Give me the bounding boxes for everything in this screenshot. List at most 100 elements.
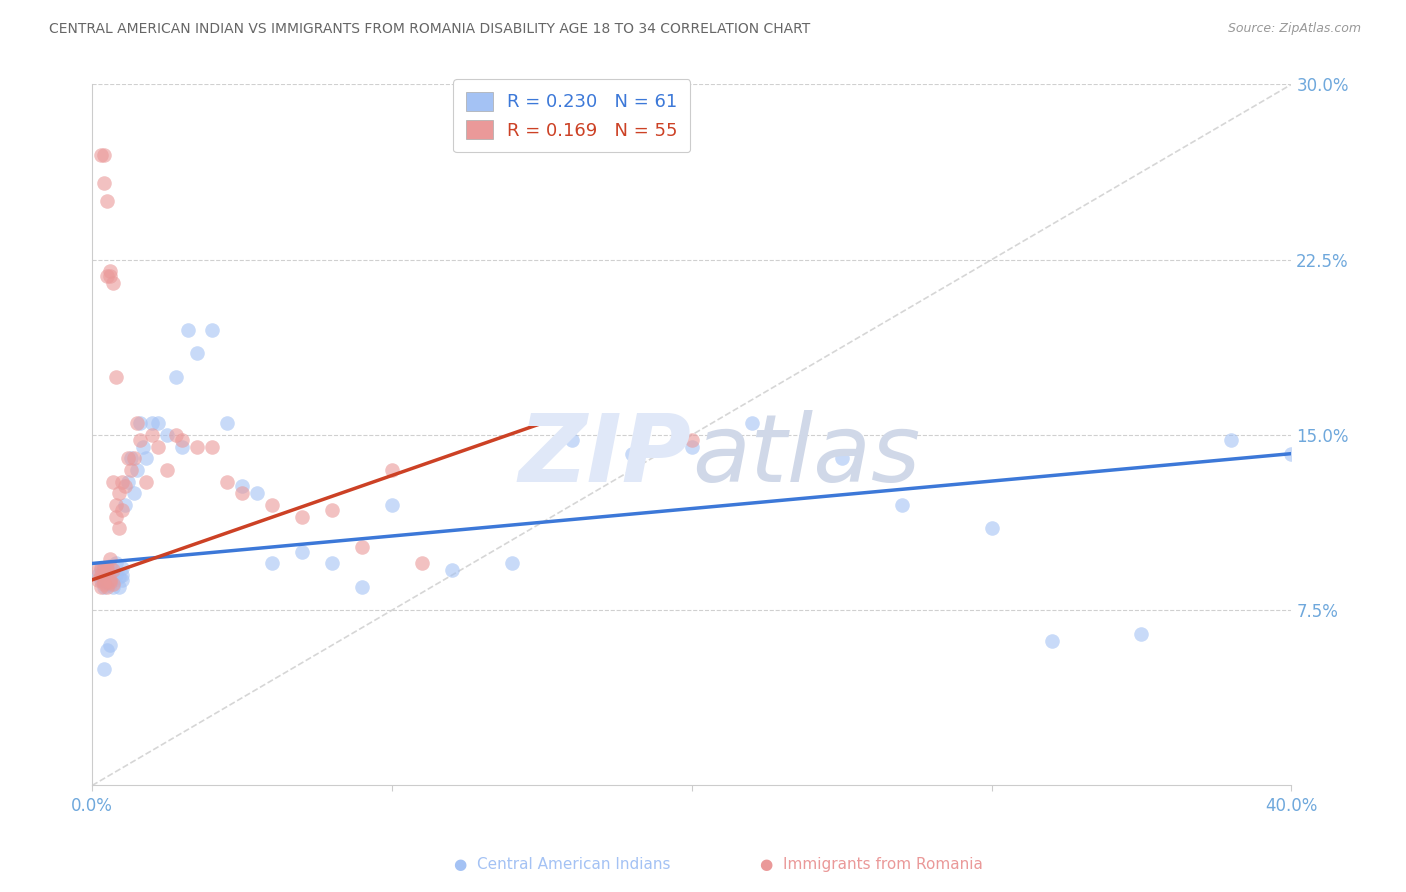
Point	[101, 573, 124, 587]
Point	[105, 557, 128, 571]
Point	[108, 580, 131, 594]
Point	[231, 486, 253, 500]
Point	[96, 564, 118, 578]
Point	[217, 417, 239, 431]
Point	[120, 451, 142, 466]
Point	[381, 498, 404, 512]
Point	[127, 463, 149, 477]
Point	[105, 369, 128, 384]
Point	[93, 561, 115, 575]
Point	[681, 433, 703, 447]
Point	[890, 498, 912, 512]
Point	[120, 463, 142, 477]
Point	[96, 564, 118, 578]
Text: ZIP: ZIP	[519, 410, 692, 502]
Point	[96, 580, 118, 594]
Point	[141, 417, 163, 431]
Point	[1279, 447, 1302, 461]
Point	[741, 417, 763, 431]
Point	[172, 433, 194, 447]
Point	[98, 577, 121, 591]
Point	[177, 323, 200, 337]
Point	[93, 147, 115, 161]
Point	[411, 557, 433, 571]
Point	[146, 440, 169, 454]
Point	[141, 428, 163, 442]
Text: ●  Central American Indians: ● Central American Indians	[454, 857, 671, 872]
Point	[87, 564, 110, 578]
Point	[96, 573, 118, 587]
Point	[186, 440, 208, 454]
Point	[231, 479, 253, 493]
Text: CENTRAL AMERICAN INDIAN VS IMMIGRANTS FROM ROMANIA DISABILITY AGE 18 TO 34 CORRE: CENTRAL AMERICAN INDIAN VS IMMIGRANTS FR…	[49, 22, 810, 37]
Point	[101, 475, 124, 489]
Point	[105, 509, 128, 524]
Point	[114, 479, 136, 493]
Point	[98, 551, 121, 566]
Point	[246, 486, 269, 500]
Point	[165, 428, 187, 442]
Point	[620, 447, 643, 461]
Point	[87, 568, 110, 582]
Point	[129, 433, 152, 447]
Point	[90, 580, 112, 594]
Point	[96, 268, 118, 283]
Point	[1130, 626, 1153, 640]
Point	[98, 558, 121, 573]
Point	[321, 557, 343, 571]
Point	[111, 573, 134, 587]
Point	[93, 575, 115, 590]
Point	[1040, 633, 1063, 648]
Point	[108, 486, 131, 500]
Point	[96, 561, 118, 575]
Point	[90, 568, 112, 582]
Point	[561, 433, 583, 447]
Point	[122, 451, 145, 466]
Point	[146, 417, 169, 431]
Point	[93, 580, 115, 594]
Point	[260, 557, 283, 571]
Point	[117, 451, 139, 466]
Point	[156, 428, 179, 442]
Point	[98, 573, 121, 587]
Point	[90, 564, 112, 578]
Point	[105, 568, 128, 582]
Point	[87, 573, 110, 587]
Point	[90, 561, 112, 575]
Point	[291, 509, 314, 524]
Text: atlas: atlas	[692, 410, 920, 501]
Point	[186, 346, 208, 360]
Point	[98, 264, 121, 278]
Point	[831, 451, 853, 466]
Point	[440, 564, 463, 578]
Point	[980, 521, 1002, 535]
Point	[101, 564, 124, 578]
Point	[108, 521, 131, 535]
Point	[93, 662, 115, 676]
Point	[291, 545, 314, 559]
Point	[201, 440, 224, 454]
Point	[165, 369, 187, 384]
Point	[93, 561, 115, 575]
Point	[217, 475, 239, 489]
Point	[90, 573, 112, 587]
Point	[111, 568, 134, 582]
Point	[350, 580, 373, 594]
Point	[101, 276, 124, 290]
Point	[381, 463, 404, 477]
Point	[98, 568, 121, 582]
Text: ●  Immigrants from Romania: ● Immigrants from Romania	[761, 857, 983, 872]
Point	[96, 643, 118, 657]
Point	[105, 498, 128, 512]
Point	[156, 463, 179, 477]
Point	[127, 417, 149, 431]
Point	[93, 176, 115, 190]
Point	[111, 475, 134, 489]
Legend: R = 0.230   N = 61, R = 0.169   N = 55: R = 0.230 N = 61, R = 0.169 N = 55	[453, 79, 690, 153]
Point	[98, 268, 121, 283]
Point	[101, 577, 124, 591]
Point	[132, 440, 155, 454]
Text: Source: ZipAtlas.com: Source: ZipAtlas.com	[1227, 22, 1361, 36]
Point	[90, 147, 112, 161]
Point	[93, 577, 115, 591]
